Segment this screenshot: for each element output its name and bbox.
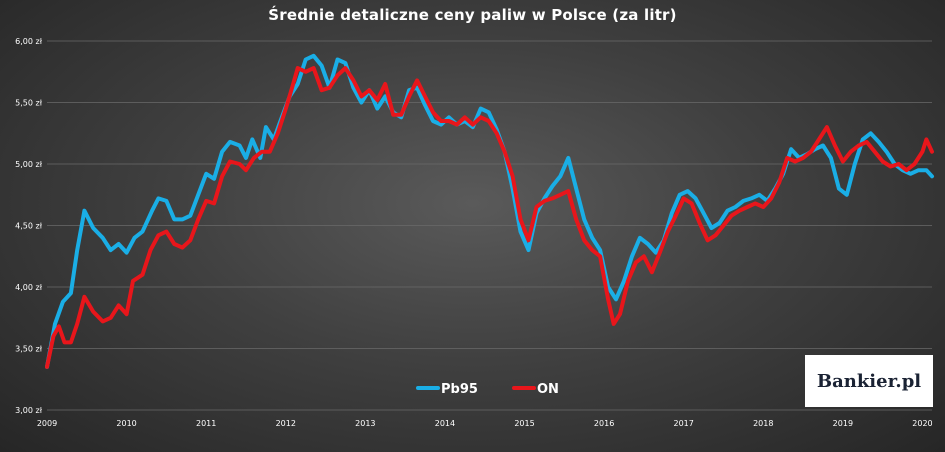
x-tick-label: 2015 — [514, 419, 534, 428]
x-tick-label: 2016 — [594, 419, 614, 428]
x-tick-label: 2012 — [276, 419, 296, 428]
y-axis-ticks: 3,00 zł 3,50 zł 4,00 zł 4,50 zł 5,00 zł 5,50 … — [15, 37, 43, 415]
chart-title: Średnie detaliczne ceny paliw w Polsce (… — [268, 6, 677, 24]
x-tick-label: 2011 — [196, 419, 216, 428]
y-tick-label: 5,00 zł — [15, 160, 43, 169]
legend-label-pb95: Pb95 — [441, 382, 478, 397]
x-tick-label: 2009 — [37, 419, 57, 428]
y-tick-label: 6,00 zł — [15, 37, 43, 46]
y-tick-label: 3,00 zł — [15, 406, 43, 415]
series-lines — [45, 53, 934, 369]
x-tick-label: 2014 — [435, 419, 455, 428]
y-tick-label: 4,50 zł — [15, 222, 43, 231]
bankier-logo: Bankier.pl — [805, 355, 933, 407]
series-line-on — [45, 66, 934, 369]
grid-lines — [47, 40, 932, 411]
x-tick-label: 2010 — [116, 419, 136, 428]
x-tick-label: 2020 — [912, 419, 932, 428]
x-tick-label: 2018 — [753, 419, 773, 428]
x-tick-label: 2019 — [833, 419, 853, 428]
x-tick-label: 2017 — [674, 419, 694, 428]
x-tick-label: 2013 — [355, 419, 375, 428]
logo-text: Bankier.pl — [816, 370, 922, 392]
legend-label-on: ON — [537, 382, 559, 397]
y-tick-label: 5,50 zł — [15, 99, 43, 108]
y-tick-label: 4,00 zł — [15, 283, 43, 292]
y-tick-label: 3,50 zł — [15, 345, 43, 354]
x-axis-ticks: 2009 2010 2011 2012 2013 2014 2015 2016 2017 2018… — [37, 419, 933, 428]
legend: Pb95 ON — [416, 382, 559, 397]
